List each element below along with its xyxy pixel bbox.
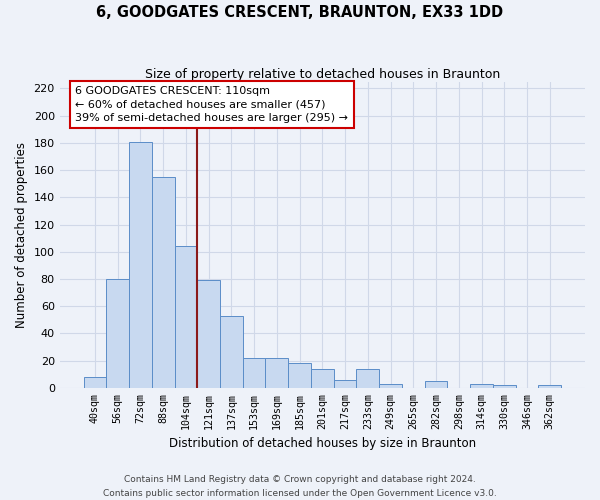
X-axis label: Distribution of detached houses by size in Braunton: Distribution of detached houses by size …: [169, 437, 476, 450]
Bar: [220, 316, 243, 388]
Bar: [379, 384, 402, 388]
Bar: [470, 384, 493, 388]
Text: Contains HM Land Registry data © Crown copyright and database right 2024.
Contai: Contains HM Land Registry data © Crown c…: [103, 476, 497, 498]
Bar: [425, 381, 448, 388]
Bar: [334, 380, 356, 388]
Bar: [175, 246, 197, 388]
Bar: [356, 369, 379, 388]
Bar: [288, 364, 311, 388]
Title: Size of property relative to detached houses in Braunton: Size of property relative to detached ho…: [145, 68, 500, 80]
Bar: [538, 385, 561, 388]
Bar: [106, 279, 129, 388]
Text: 6, GOODGATES CRESCENT, BRAUNTON, EX33 1DD: 6, GOODGATES CRESCENT, BRAUNTON, EX33 1D…: [97, 5, 503, 20]
Bar: [311, 369, 334, 388]
Bar: [197, 280, 220, 388]
Text: 6 GOODGATES CRESCENT: 110sqm
← 60% of detached houses are smaller (457)
39% of s: 6 GOODGATES CRESCENT: 110sqm ← 60% of de…: [76, 86, 349, 122]
Bar: [265, 358, 288, 388]
Bar: [493, 385, 515, 388]
Bar: [152, 177, 175, 388]
Bar: [83, 377, 106, 388]
Y-axis label: Number of detached properties: Number of detached properties: [15, 142, 28, 328]
Bar: [243, 358, 265, 388]
Bar: [129, 142, 152, 388]
